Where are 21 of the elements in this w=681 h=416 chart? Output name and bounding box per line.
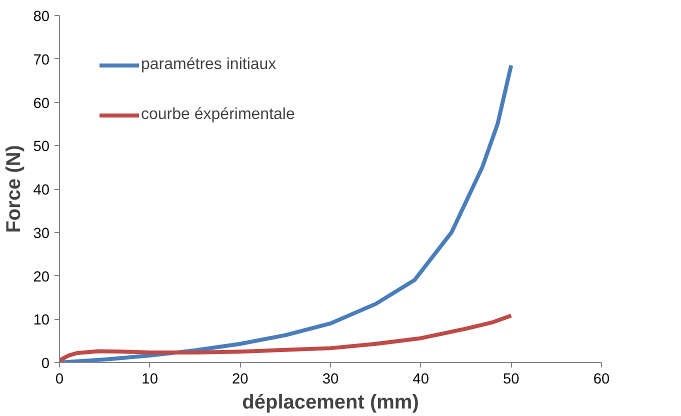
- x-tick-label: 20: [232, 372, 248, 388]
- y-tick-label: 0: [41, 356, 50, 372]
- y-tick-label: 70: [33, 52, 50, 68]
- x-tick-label: 50: [503, 372, 520, 388]
- x-tick-label: 10: [142, 372, 158, 388]
- x-tick-label: 40: [412, 372, 429, 388]
- y-tick-label: 20: [33, 269, 50, 286]
- y-tick-label: 30: [33, 226, 50, 242]
- y-axis-title: Force (N): [3, 145, 26, 233]
- y-tick-label: 40: [33, 182, 50, 198]
- y-tick-label: 80: [33, 9, 50, 25]
- legend-label: paramétres initiaux: [141, 56, 276, 74]
- x-tick-label: 60: [593, 372, 610, 388]
- legend-label: courbe éxpérimentale: [141, 106, 295, 124]
- x-tick-label: 0: [55, 372, 64, 388]
- y-tick-label: 50: [33, 139, 50, 156]
- line-series: [60, 314, 514, 362]
- y-tick-label: 10: [33, 312, 50, 329]
- x-tick-label: 30: [322, 372, 339, 388]
- y-tick-label: 60: [33, 96, 50, 112]
- x-axis-title: déplacement (mm): [242, 392, 419, 414]
